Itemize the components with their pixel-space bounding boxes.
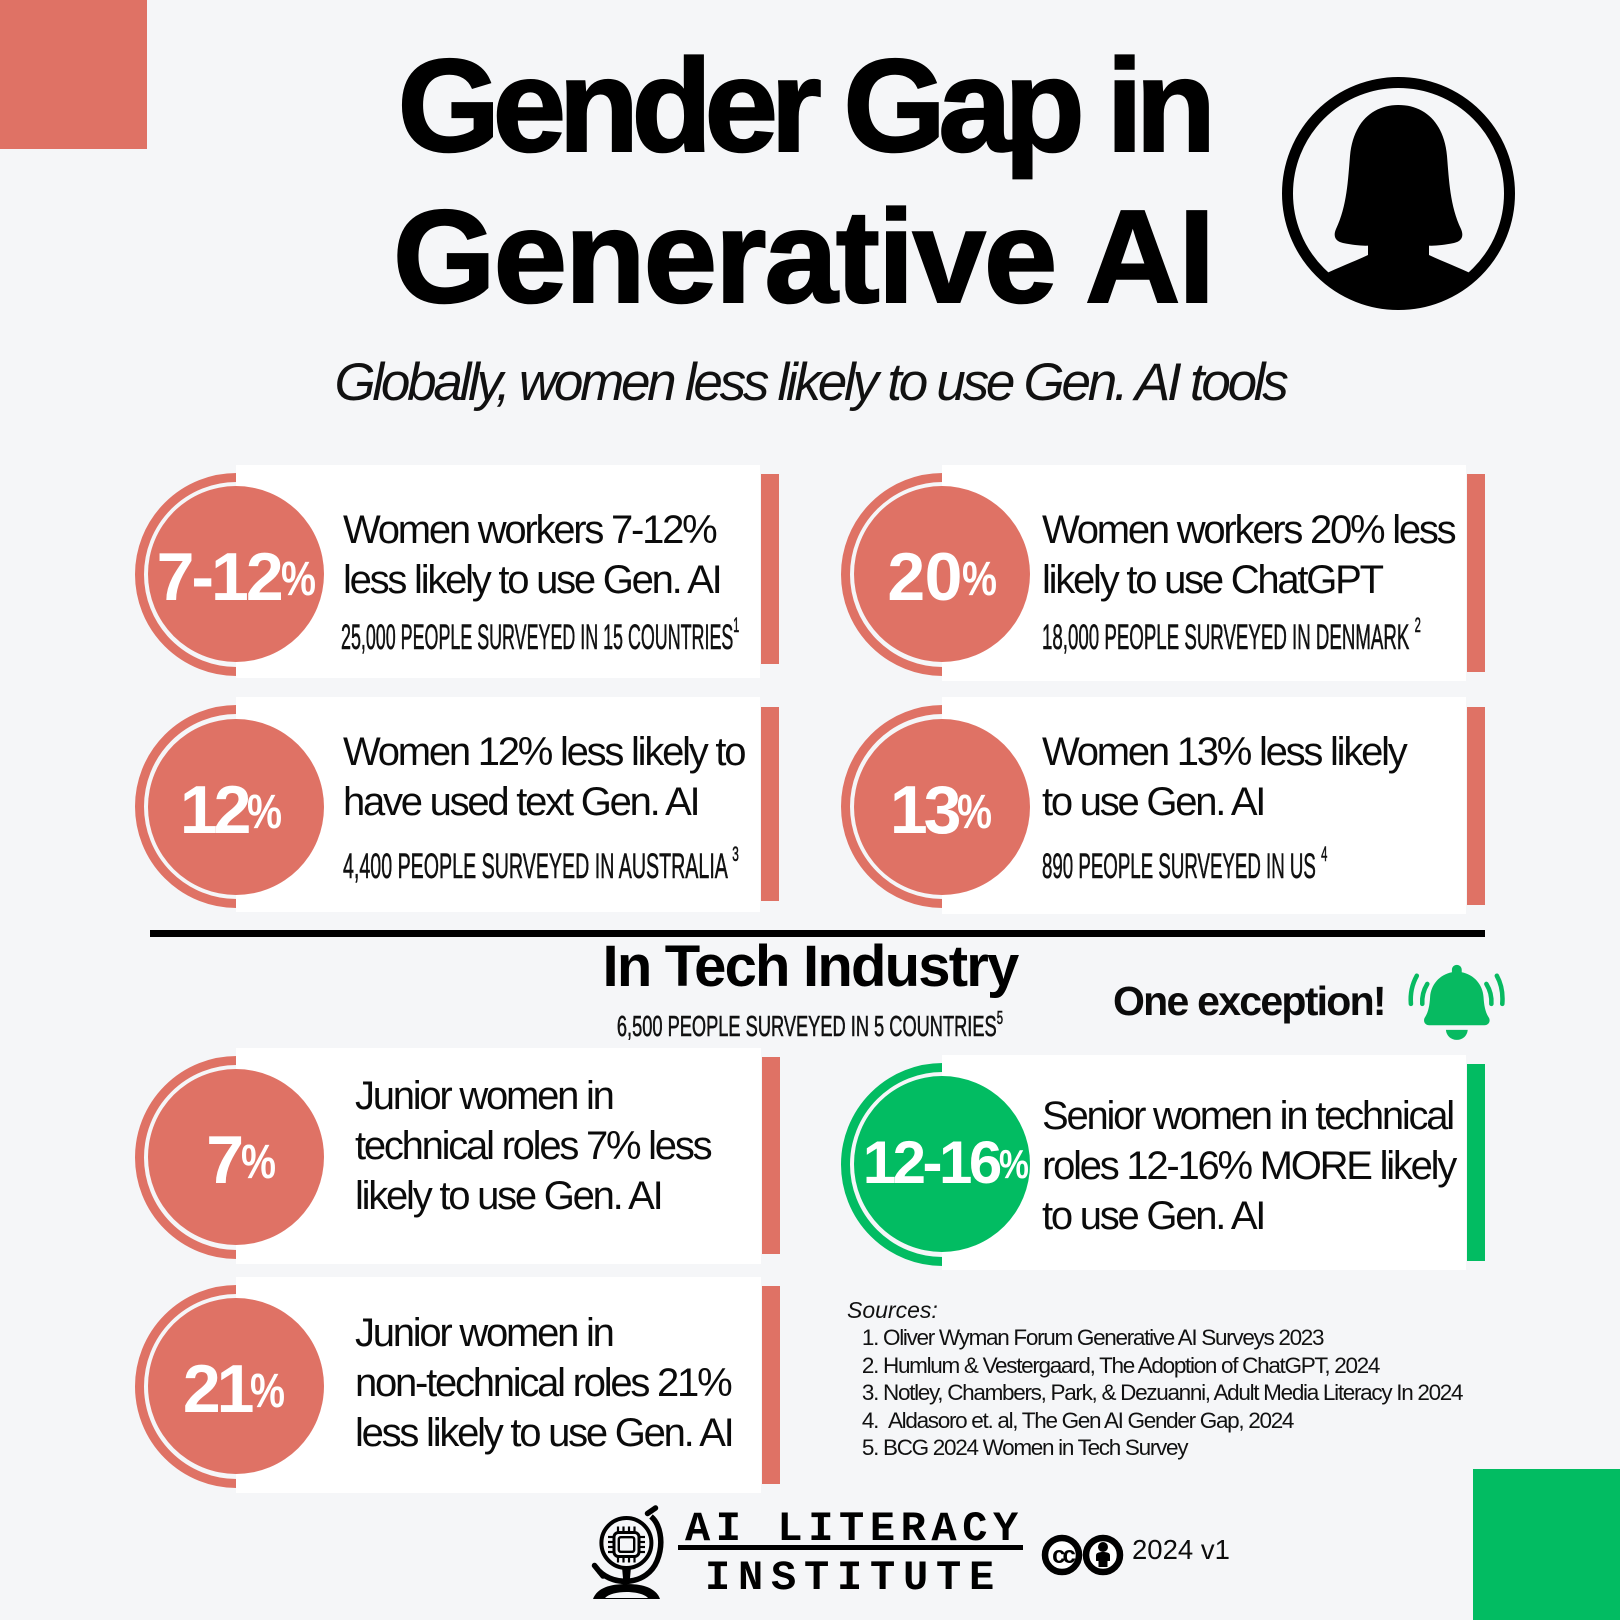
svg-text:cc: cc <box>1052 1542 1075 1569</box>
